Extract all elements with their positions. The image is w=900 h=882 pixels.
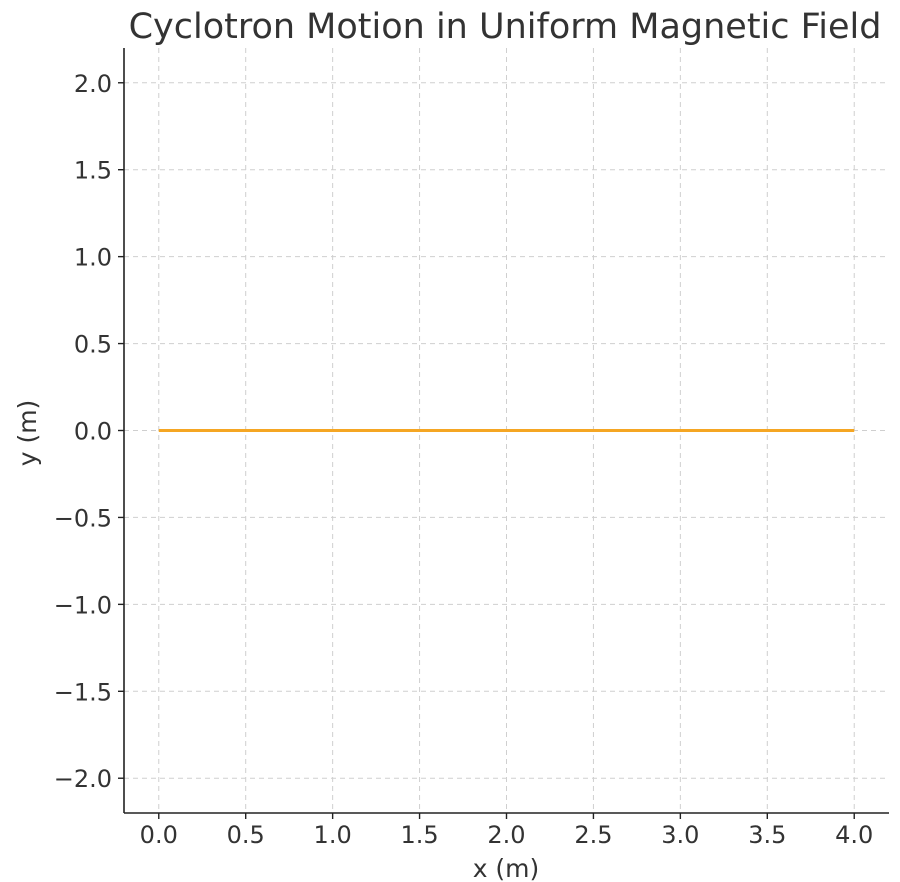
y-tick-label: −1.0 bbox=[54, 591, 112, 619]
y-tick-label: 2.0 bbox=[74, 70, 112, 98]
x-tick-label: 2.5 bbox=[574, 821, 612, 849]
x-tick-label: 0.0 bbox=[140, 821, 178, 849]
x-tick-label: 1.0 bbox=[314, 821, 352, 849]
x-axis-label: x (m) bbox=[473, 854, 540, 882]
y-tick-label: −1.5 bbox=[54, 678, 112, 706]
y-tick-label: 0.0 bbox=[74, 418, 112, 446]
y-tick-label: −2.0 bbox=[54, 765, 112, 793]
y-tick-label: 1.5 bbox=[74, 157, 112, 185]
x-tick-label: 2.0 bbox=[487, 821, 525, 849]
y-axis-label: y (m) bbox=[13, 400, 42, 467]
y-tick-label: 0.5 bbox=[74, 331, 112, 359]
y-tick-label: −0.5 bbox=[54, 504, 112, 532]
y-ticks: −2.0 −1.5 −1.0 −0.5 0.0 0.5 1.0 1.5 2.0 bbox=[54, 70, 124, 793]
x-tick-label: 1.5 bbox=[400, 821, 438, 849]
x-tick-label: 3.0 bbox=[661, 821, 699, 849]
x-tick-label: 4.0 bbox=[835, 821, 873, 849]
x-tick-label: 0.5 bbox=[227, 821, 265, 849]
chart-title: Cyclotron Motion in Uniform Magnetic Fie… bbox=[129, 7, 882, 47]
x-tick-label: 3.5 bbox=[748, 821, 786, 849]
x-ticks: 0.0 0.5 1.0 1.5 2.0 2.5 3.0 3.5 4.0 bbox=[140, 813, 873, 849]
y-tick-label: 1.0 bbox=[74, 244, 112, 272]
